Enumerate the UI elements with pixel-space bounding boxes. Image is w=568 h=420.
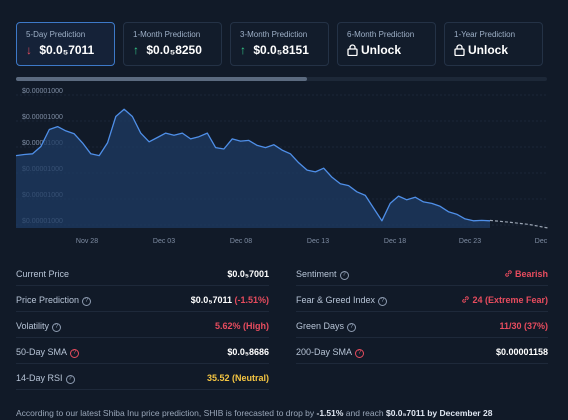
cards-scrollbar[interactable] (16, 77, 547, 81)
summary-date: by December 28 (424, 408, 493, 418)
stat-label: 50-Day SMA (16, 347, 68, 357)
stat-value: 35.52 (Neutral) (206, 373, 269, 383)
help-icon[interactable]: ? (82, 297, 92, 306)
price-chart: $0.00001000$0.00001000$0.00001000$0.0000… (15, 88, 549, 245)
lock-icon (454, 44, 465, 56)
stat-label: Current Price (16, 269, 70, 279)
stat-label: Sentiment (296, 269, 337, 279)
x-tick-label: Dec 18 (384, 238, 406, 245)
stat-value: $0.0₅7011 (190, 295, 232, 305)
arrow-down-icon: ↓ (26, 43, 32, 57)
card-value: $0.0₅8151 (253, 43, 309, 57)
forecast-line (489, 219, 549, 229)
x-tick-label: Nov 28 (76, 238, 98, 245)
stat-label: Fear & Greed Index (296, 295, 376, 305)
stat-value: Bearish (514, 269, 548, 279)
stat-label: 14-Day RSI (16, 373, 63, 383)
stat-label: 200-Day SMA (296, 347, 353, 357)
stat-value: 11/30 (37%) (499, 321, 548, 331)
stat-value: 5.62% (High) (214, 321, 269, 331)
card-label: 1-Month Prediction (133, 30, 201, 39)
y-tick-label: $0.00001000 (22, 114, 63, 121)
stat-label: Price Prediction (16, 295, 80, 305)
stat-label: Volatility (16, 321, 50, 331)
stat-sentiment: Sentiment? Bearish (296, 262, 548, 286)
stat-volatility: Volatility? 5.62% (High) (16, 314, 269, 338)
stat-value: 24 (Extreme Fear) (472, 295, 548, 305)
stat-value: $0.0₅7001 (227, 269, 269, 279)
stat-value: $0.00001158 (495, 347, 548, 357)
card-5-day[interactable]: 5-Day Prediction ↓ $0.0₅7011 (16, 22, 115, 66)
y-tick-label: $0.00001000 (22, 88, 63, 95)
card-label: 6-Month Prediction (347, 30, 415, 39)
stat-current-price: Current Price $0.0₅7001 (16, 262, 269, 286)
x-tick-label: Dec 08 (230, 238, 252, 245)
x-tick-label: Dec (535, 238, 548, 245)
stat-14-day-rsi: 14-Day RSI? 35.52 (Neutral) (16, 366, 269, 390)
lock-icon (347, 44, 358, 56)
summary-percent: -1.51% (316, 408, 344, 418)
card-value: $0.0₅7011 (39, 43, 95, 57)
arrow-up-icon: ↑ (240, 43, 246, 57)
card-6-month[interactable]: 6-Month Prediction Unlock (337, 22, 436, 66)
card-value: Unlock (361, 43, 402, 57)
stat-50-day-sma: 50-Day SMA? $0.0₅8686 (16, 340, 269, 364)
chart-area-fill (16, 109, 490, 228)
stat-value: $0.0₅8686 (227, 347, 269, 357)
prediction-summary: According to our latest Shiba Inu price … (16, 408, 556, 418)
card-value: $0.0₅8250 (146, 43, 202, 57)
stat-label: Green Days (296, 321, 345, 331)
help-icon[interactable]: ? (355, 349, 365, 358)
help-icon[interactable]: ? (65, 375, 75, 384)
arrow-up-icon: ↑ (133, 43, 139, 57)
card-label: 3-Month Prediction (240, 30, 308, 39)
help-icon[interactable]: ? (52, 323, 62, 332)
scrollbar-thumb[interactable] (16, 77, 307, 81)
stat-green-days: Green Days? 11/30 (37%) (296, 314, 548, 338)
card-3-month[interactable]: 3-Month Prediction ↑ $0.0₅8151 (230, 22, 329, 66)
prediction-cards: 5-Day Prediction ↓ $0.0₅7011 1-Month Pre… (0, 0, 568, 78)
card-1-month[interactable]: 1-Month Prediction ↑ $0.0₅8250 (123, 22, 222, 66)
x-tick-label: Dec 03 (153, 238, 175, 245)
stat-200-day-sma: 200-Day SMA? $0.00001158 (296, 340, 548, 364)
summary-price: $0.0₅7011 (385, 408, 425, 418)
stat-fear-greed: Fear & Greed Index? 24 (Extreme Fear) (296, 288, 548, 312)
summary-text-mid: and reach (343, 408, 386, 418)
help-icon[interactable]: ? (378, 297, 388, 306)
x-tick-label: Dec 23 (459, 238, 481, 245)
price-line (15, 108, 491, 222)
help-icon[interactable]: ? (70, 349, 80, 358)
link-icon (462, 296, 470, 303)
help-icon[interactable]: ? (347, 323, 357, 332)
summary-text: According to our latest Shiba Inu price … (16, 408, 317, 418)
link-icon (505, 270, 512, 277)
card-label: 1-Year Prediction (454, 30, 516, 39)
stat-price-prediction: Price Prediction? $0.0₅7011 (-1.51%) (16, 288, 269, 312)
card-value: Unlock (468, 43, 509, 57)
help-icon[interactable]: ? (339, 271, 349, 280)
x-tick-label: Dec 13 (307, 238, 329, 245)
card-label: 5-Day Prediction (26, 30, 86, 39)
card-1-year[interactable]: 1-Year Prediction Unlock (444, 22, 543, 66)
stat-change: (-1.51%) (234, 295, 269, 305)
